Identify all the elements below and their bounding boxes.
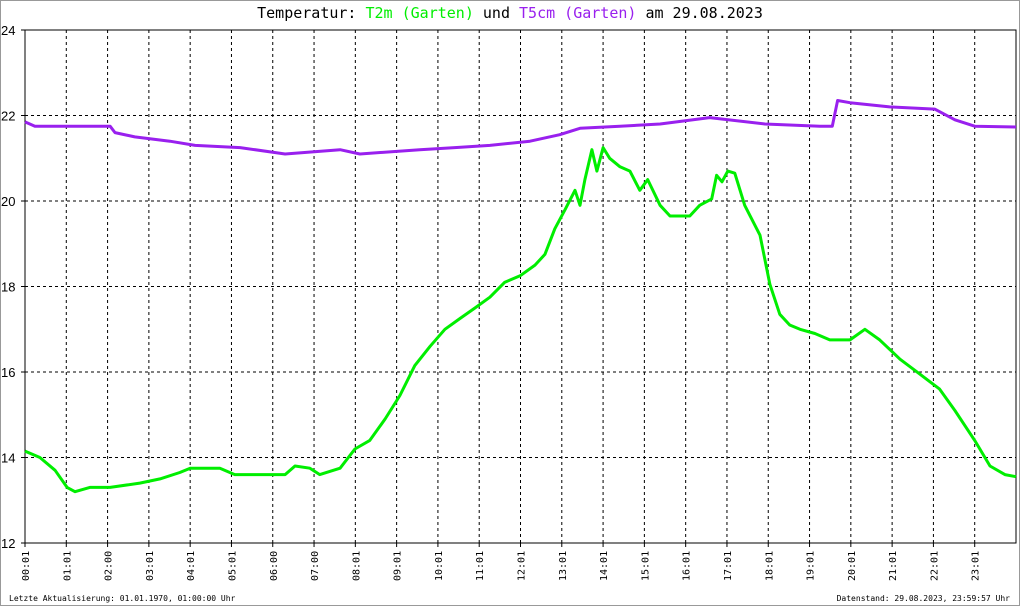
x-tick-label: 14:01: [599, 551, 610, 581]
title-mid: und: [482, 4, 510, 22]
y-tick-label: 20: [1, 194, 15, 209]
x-tick-label: 20:01: [847, 551, 858, 581]
footer-data-status: Datenstand: 29.08.2023, 23:59:57 Uhr: [836, 594, 1010, 603]
x-tick-label: 13:01: [558, 551, 569, 581]
x-tick-label: 05:01: [227, 551, 238, 581]
y-tick-label: 12: [1, 536, 15, 551]
y-tick-label: 14: [1, 451, 15, 466]
x-tick-label: 07:00: [310, 551, 321, 581]
x-tick-label: 04:01: [186, 551, 197, 581]
series-line-t2m: [24, 146, 1017, 494]
y-tick-label: 22: [1, 109, 15, 124]
x-tick-label: 02:00: [104, 551, 115, 581]
x-tick-label: 22:01: [929, 551, 940, 581]
title-series-t5cm: T5cm (Garten): [519, 4, 637, 22]
x-tick-label: 10:01: [434, 551, 445, 581]
footer-last-update: Letzte Aktualisierung: 01.01.1970, 01:00…: [9, 594, 236, 603]
title-prefix: Temperatur:: [257, 4, 357, 22]
x-tick-label: 08:01: [351, 551, 362, 581]
y-tick-label: 24: [1, 23, 15, 38]
title-date: am 29.08.2023: [645, 4, 763, 22]
y-tick-label: 18: [1, 280, 15, 295]
x-tick-label: 11:01: [475, 551, 486, 581]
x-tick-label: 23:01: [971, 551, 982, 581]
x-tick-label: 15:01: [640, 551, 651, 581]
x-tick-label: 17:01: [723, 551, 734, 581]
y-tick-label: 16: [1, 365, 15, 380]
x-tick-label: 00:01: [21, 551, 32, 581]
title-series-t2m: T2m (Garten): [365, 4, 474, 22]
series-line-t5cm: [24, 99, 1017, 156]
chart-title: Temperatur: T2m (Garten) und T5cm (Garte…: [0, 4, 1020, 22]
x-tick-label: 19:01: [806, 551, 817, 581]
x-tick-label: 01:01: [62, 551, 73, 581]
x-tick-label: 18:01: [764, 551, 775, 581]
x-tick-label: 09:01: [393, 551, 404, 581]
x-tick-label: 21:01: [888, 551, 899, 581]
x-tick-label: 12:01: [517, 551, 528, 581]
plot-area-border: [24, 29, 1017, 544]
x-tick-label: 06:00: [269, 551, 280, 581]
x-tick-label: 03:01: [145, 551, 156, 581]
x-tick-label: 16:01: [682, 551, 693, 581]
